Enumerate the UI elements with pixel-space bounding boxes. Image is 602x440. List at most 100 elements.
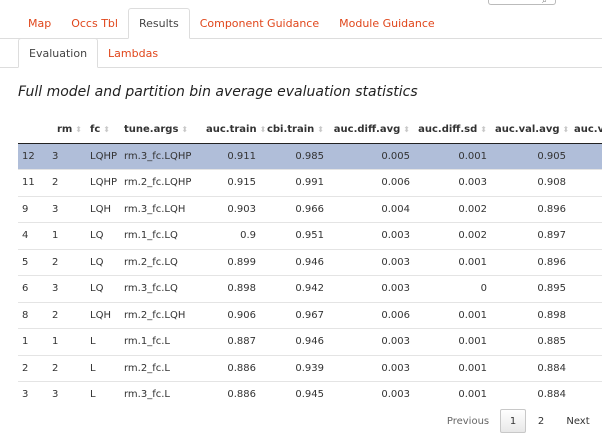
table-row[interactable]: 11 2 LQHP rm.2_fc.LQHP 0.915 0.991 0.006 0.003 0… <box>18 169 602 197</box>
tab-component-guidance[interactable]: Component Guidance <box>199 17 320 30</box>
table-cell-col-auc-diff-sd: 0.001 <box>414 249 491 276</box>
table-cell-col-fc: LQH <box>86 196 120 223</box>
table-cell-col-tune-args: rm.3_fc.LQ <box>120 275 202 303</box>
previous-page-button[interactable]: Previous <box>446 415 490 427</box>
table-cell-col-auc-diff-sd: 0.001 <box>414 143 491 170</box>
table-row[interactable]: 12 3 LQHP rm.3_fc.LQHP 0.911 0.985 0.005 0.001 0… <box>18 143 602 170</box>
table-cell-col-index: 2 <box>18 355 48 382</box>
table-cell-col-auc-diff-avg: 0.003 <box>328 249 414 276</box>
header-col-auc-train[interactable]: auc.train ⬍ <box>202 116 266 144</box>
table-cell-col-fc: LQ <box>86 249 120 276</box>
table-cell-col-auc-val-avg: 0.885 <box>491 328 570 356</box>
table-cell-col-tune-args: rm.2_fc.LQ <box>120 249 202 276</box>
header-col-tune-args[interactable]: tune.args ⬍ <box>120 116 202 144</box>
table-cell-col-tune-args: rm.3_fc.LQHP <box>120 143 202 170</box>
header-col-cbi-train[interactable]: cbi.train ⬍ <box>260 116 328 144</box>
table-cell-col-rm: 2 <box>48 355 86 382</box>
sort-arrows-icon: ⬍ <box>181 124 189 134</box>
tab-lambdas[interactable]: Lambdas <box>108 46 159 60</box>
header-col-rm[interactable]: rm ⬍ <box>48 116 86 144</box>
table-cell-col-auc-val-sd <box>570 302 602 329</box>
table-cell-col-tune-args: rm.3_fc.LQH <box>120 196 202 223</box>
table-cell-col-fc: LQHP <box>86 169 120 197</box>
table-cell-col-index: 4 <box>18 222 48 250</box>
table-cell-col-tune-args: rm.3_fc.L <box>120 381 202 408</box>
header-col-auc-val-avg[interactable]: auc.val.avg ⬍ <box>491 116 570 144</box>
table-cell-col-cbi-train: 0.946 <box>260 249 328 276</box>
table-row[interactable]: 8 2 LQH rm.2_fc.LQH 0.906 0.967 0.006 0.001 0.89… <box>18 302 602 329</box>
table-cell-col-auc-train: 0.898 <box>202 275 260 303</box>
tab-map[interactable]: Map <box>28 17 52 30</box>
table-cell-col-rm: 2 <box>48 249 86 276</box>
table-cell-col-auc-val-avg: 0.898 <box>491 302 570 329</box>
table-cell-col-auc-diff-avg: 0.003 <box>328 328 414 356</box>
table-cell-col-tune-args: rm.2_fc.LQH <box>120 302 202 329</box>
tab-evaluation[interactable]: Evaluation <box>18 38 99 68</box>
table-cell-col-auc-val-sd <box>570 196 602 223</box>
table-cell-col-auc-train: 0.906 <box>202 302 260 329</box>
sub-tabs: Evaluation Lambdas <box>0 38 602 68</box>
header-col-auc-diff-avg[interactable]: auc.diff.avg ⬍ <box>328 116 414 144</box>
table-cell-col-auc-train: 0.886 <box>202 355 260 382</box>
table-cell-col-auc-val-sd <box>570 355 602 382</box>
table-cell-col-auc-val-sd <box>570 381 602 408</box>
table-cell-col-tune-args: rm.1_fc.L <box>120 328 202 356</box>
table-cell-col-auc-diff-avg: 0.003 <box>328 275 414 303</box>
table-cell-col-auc-val-avg: 0.896 <box>491 249 570 276</box>
table-cell-col-tune-args: rm.1_fc.LQ <box>120 222 202 250</box>
table-cell-col-fc: LQHP <box>86 143 120 170</box>
table-cell-col-auc-train: 0.887 <box>202 328 260 356</box>
table-cell-col-auc-val-sd <box>570 275 602 303</box>
table-cell-col-cbi-train: 0.939 <box>260 355 328 382</box>
table-cell-col-rm: 1 <box>48 222 86 250</box>
table-cell-col-fc: L <box>86 381 120 408</box>
tab-occs-tbl[interactable]: Occs Tbl <box>71 17 118 30</box>
table-cell-col-fc: LQH <box>86 302 120 329</box>
table-cell-col-auc-train: 0.903 <box>202 196 260 223</box>
table-cell-col-auc-diff-avg: 0.006 <box>328 302 414 329</box>
top-select-control[interactable]: ⌕ <box>488 0 556 6</box>
header-col-fc[interactable]: fc ⬍ <box>86 116 120 144</box>
pagination: Previous 1 2 Next <box>0 409 602 435</box>
table-row[interactable]: 5 2 LQ rm.2_fc.LQ 0.899 0.946 0.003 0.001 0.896 <box>18 249 602 276</box>
page-2-button[interactable]: 2 <box>537 415 545 427</box>
header-label: auc.diff.avg <box>333 123 401 135</box>
table-row[interactable]: 4 1 LQ rm.1_fc.LQ 0.9 0.951 0.003 0.002 0.897 <box>18 222 602 250</box>
header-label: auc.val.avg <box>495 123 560 135</box>
header-col-auc-diff-sd[interactable]: auc.diff.sd ⬍ <box>414 116 491 144</box>
table-cell-col-auc-val-sd <box>570 249 602 276</box>
table-cell-col-index: 11 <box>18 169 48 197</box>
table-cell-col-cbi-train: 0.942 <box>260 275 328 303</box>
table-cell-col-cbi-train: 0.945 <box>260 381 328 408</box>
evaluation-table-container[interactable]: rm ⬍ fc ⬍ tune.args ⬍ auc.train ⬍ cbi.train ⬍ auc.… <box>18 116 602 408</box>
tab-module-guidance[interactable]: Module Guidance <box>339 17 435 30</box>
table-cell-col-index: 3 <box>18 381 48 408</box>
tab-results[interactable]: Results <box>127 8 190 39</box>
table-row[interactable]: 6 3 LQ rm.3_fc.LQ 0.898 0.942 0.003 0 0.895 <box>18 275 602 303</box>
table-row[interactable]: 9 3 LQH rm.3_fc.LQH 0.903 0.966 0.004 0.002 0.89… <box>18 196 602 223</box>
header-col-auc-val-sd[interactable]: auc.val.sd⬍ <box>570 116 602 144</box>
header-label: fc <box>90 123 101 135</box>
header-label: auc.diff.sd <box>418 123 478 135</box>
table-cell-col-index: 5 <box>18 249 48 276</box>
table-cell-col-cbi-train: 0.946 <box>260 328 328 356</box>
table-cell-col-auc-diff-sd: 0.003 <box>414 169 491 197</box>
page-1-button[interactable]: 1 <box>500 409 526 433</box>
table-cell-col-rm: 2 <box>48 302 86 329</box>
table-cell-col-auc-val-avg: 0.896 <box>491 196 570 223</box>
table-cell-col-fc: LQ <box>86 222 120 250</box>
table-cell-col-fc: L <box>86 355 120 382</box>
table-cell-col-auc-diff-avg: 0.004 <box>328 196 414 223</box>
next-page-button[interactable]: Next <box>566 415 590 427</box>
evaluation-table: rm ⬍ fc ⬍ tune.args ⬍ auc.train ⬍ cbi.train ⬍ auc.… <box>18 116 602 408</box>
header-label: tune.args <box>124 123 179 135</box>
header-label: auc.val.sd <box>574 123 602 135</box>
table-cell-col-auc-diff-avg: 0.003 <box>328 381 414 408</box>
table-cell-col-auc-val-sd <box>570 328 602 356</box>
table-cell-col-rm: 3 <box>48 275 86 303</box>
table-cell-col-auc-diff-avg: 0.005 <box>328 143 414 170</box>
table-cell-col-index: 8 <box>18 302 48 329</box>
